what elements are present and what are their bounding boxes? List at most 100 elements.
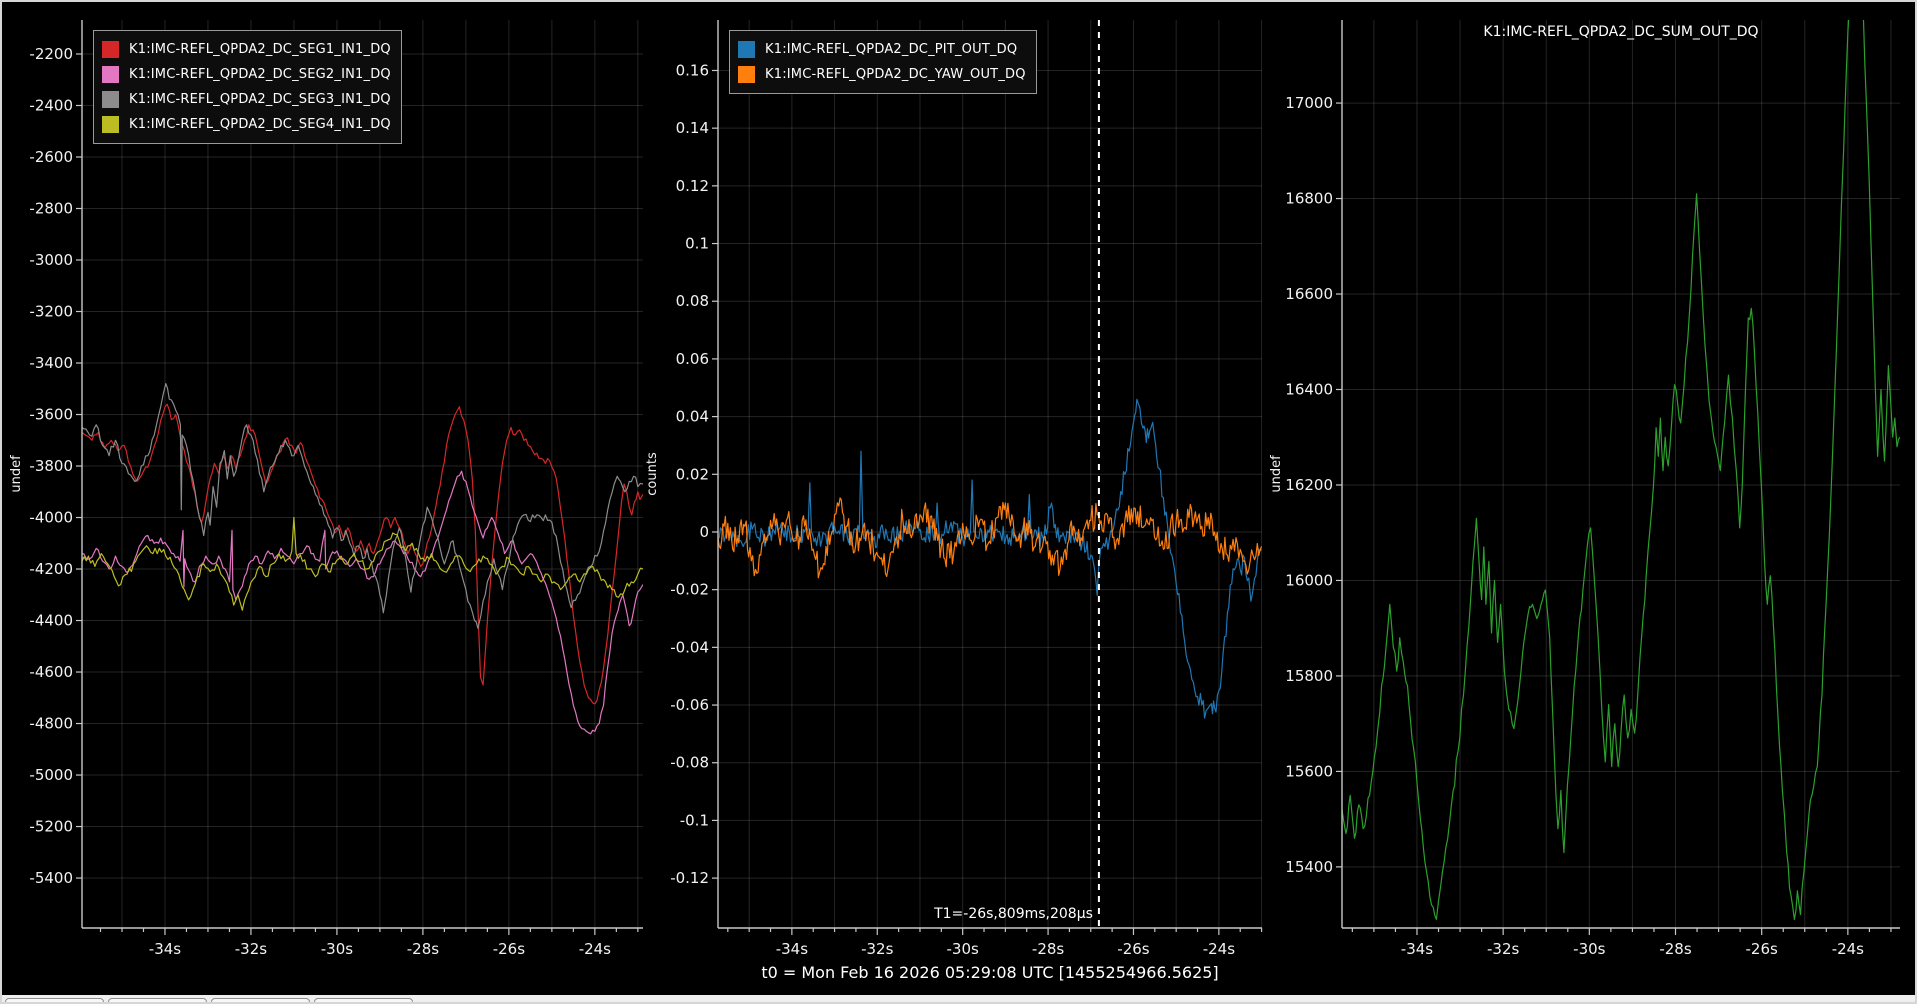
x-tick-label: -24s — [1832, 940, 1864, 958]
y-tick-label: 0.14 — [676, 119, 709, 137]
y-tick-label: -0.02 — [670, 581, 709, 599]
x-tick-label: -30s — [321, 940, 353, 958]
x-tick-label: -32s — [1487, 940, 1519, 958]
y-tick-label: 0.12 — [676, 177, 709, 195]
y-tick-label: -4400 — [29, 612, 73, 630]
y-tick-label: -3600 — [29, 406, 73, 424]
legend-color-swatch — [738, 41, 755, 58]
x-tick-label: -24s — [1203, 940, 1235, 958]
y-tick-label: -2200 — [29, 45, 73, 63]
y-tick-label: -3400 — [29, 354, 73, 372]
legend-color-swatch — [102, 66, 119, 83]
y-tick-label: -2600 — [29, 148, 73, 166]
trace-K1:IMC-REFL_QPDA2_DC_SEG3_IN1_DQ — [82, 383, 643, 629]
y-tick-label: -0.12 — [670, 869, 709, 887]
x-tick-label: -26s — [1746, 940, 1778, 958]
y-tick-label: -4800 — [29, 715, 73, 733]
y-tick-label: -2800 — [29, 200, 73, 218]
legend-channel-label: K1:IMC-REFL_QPDA2_DC_SEG1_IN1_DQ — [129, 42, 391, 57]
x-tick-label: -32s — [235, 940, 267, 958]
x-tick-label: -34s — [776, 940, 808, 958]
legend-item[interactable]: K1:IMC-REFL_QPDA2_DC_SEG1_IN1_DQ — [102, 37, 391, 62]
x-tick-label: -34s — [149, 940, 181, 958]
x-tick-label: -28s — [1032, 940, 1064, 958]
y-tick-label: 0.06 — [676, 350, 709, 368]
trace-K1:IMC-REFL_QPDA2_DC_SEG4_IN1_DQ — [82, 516, 643, 611]
legend-item[interactable]: K1:IMC-REFL_QPDA2_DC_YAW_OUT_DQ — [738, 62, 1026, 87]
y-tick-label: 0 — [699, 523, 709, 541]
x-tick-label: -28s — [1659, 940, 1691, 958]
x-tick-label: -24s — [579, 940, 611, 958]
y-tick-label: -0.1 — [680, 811, 709, 829]
legend-color-swatch — [738, 66, 755, 83]
y-tick-label: -4000 — [29, 509, 73, 527]
x-tick-label: -30s — [1573, 940, 1605, 958]
y-tick-label: 0.02 — [676, 465, 709, 483]
x-tick-label: -34s — [1401, 940, 1433, 958]
legend-item[interactable]: K1:IMC-REFL_QPDA2_DC_SEG4_IN1_DQ — [102, 112, 391, 137]
legend-color-swatch — [102, 91, 119, 108]
legend-item[interactable]: K1:IMC-REFL_QPDA2_DC_PIT_OUT_DQ — [738, 37, 1026, 62]
y-tick-label: -0.04 — [670, 638, 709, 656]
legend-item[interactable]: K1:IMC-REFL_QPDA2_DC_SEG2_IN1_DQ — [102, 62, 391, 87]
y-tick-label: -0.06 — [670, 696, 709, 714]
y-tick-label: 16600 — [1285, 285, 1333, 303]
legend-color-swatch — [102, 41, 119, 58]
y-tick-label: 0.08 — [676, 292, 709, 310]
y-tick-label: 16400 — [1285, 381, 1333, 399]
panel-title: K1:IMC-REFL_QPDA2_DC_SUM_OUT_DQ — [1483, 24, 1758, 40]
y-tick-label: 16800 — [1285, 190, 1333, 208]
y-tick-label: -2400 — [29, 96, 73, 114]
legend-channel-label: K1:IMC-REFL_QPDA2_DC_SEG4_IN1_DQ — [129, 117, 391, 132]
y-tick-label: -3200 — [29, 303, 73, 321]
y-tick-label: 0.04 — [676, 408, 709, 426]
trace-K1:IMC-REFL_QPDA2_DC_SEG2_IN1_DQ — [82, 470, 643, 735]
t1-cursor-label: T1=-26s,809ms,208μs — [933, 906, 1093, 922]
y-tick-label: 15800 — [1285, 667, 1333, 685]
y-tick-label: 15600 — [1285, 762, 1333, 780]
legend-item[interactable]: K1:IMC-REFL_QPDA2_DC_SEG3_IN1_DQ — [102, 87, 391, 112]
y-tick-label: -3000 — [29, 251, 73, 269]
y-tick-label: 16200 — [1285, 476, 1333, 494]
y-tick-label: 16000 — [1285, 571, 1333, 589]
x-tick-label: -30s — [947, 940, 979, 958]
channel-entry-box[interactable] — [211, 998, 310, 1004]
channel-entry-box[interactable] — [314, 998, 413, 1004]
y-tick-label: -3800 — [29, 457, 73, 475]
y-axis-label: counts — [645, 452, 660, 496]
legend-panel-1[interactable]: K1:IMC-REFL_QPDA2_DC_SEG1_IN1_DQ K1:IMC-R… — [93, 30, 402, 144]
y-axis-label: undef — [9, 455, 24, 493]
x-tick-label: -26s — [493, 940, 525, 958]
legend-channel-label: K1:IMC-REFL_QPDA2_DC_SEG3_IN1_DQ — [129, 92, 391, 107]
y-tick-label: -4200 — [29, 560, 73, 578]
y-axis-label: undef — [1269, 455, 1284, 493]
y-tick-label: -5000 — [29, 766, 73, 784]
channel-entry-bar[interactable] — [0, 995, 1917, 1004]
t0-timestamp-label: t0 = Mon Feb 16 2026 05:29:08 UTC [14552… — [761, 963, 1219, 982]
y-tick-label: 0.1 — [685, 235, 709, 253]
trace-K1:IMC-REFL_QPDA2_DC_SUM_OUT_DQ — [1342, 20, 1900, 920]
legend-panel-2[interactable]: K1:IMC-REFL_QPDA2_DC_PIT_OUT_DQ K1:IMC-RE… — [729, 30, 1037, 94]
channel-entry-box[interactable] — [5, 998, 104, 1004]
legend-color-swatch — [102, 116, 119, 133]
y-tick-label: 17000 — [1285, 94, 1333, 112]
channel-entry-box[interactable] — [108, 998, 207, 1004]
y-tick-label: -4600 — [29, 663, 73, 681]
trace-K1:IMC-REFL_QPDA2_DC_SEG1_IN1_DQ — [82, 403, 643, 705]
legend-channel-label: K1:IMC-REFL_QPDA2_DC_SEG2_IN1_DQ — [129, 67, 391, 82]
legend-channel-label: K1:IMC-REFL_QPDA2_DC_YAW_OUT_DQ — [765, 67, 1026, 82]
x-tick-label: -28s — [407, 940, 439, 958]
x-tick-label: -32s — [861, 940, 893, 958]
x-tick-label: -26s — [1117, 940, 1149, 958]
y-tick-label: -5400 — [29, 869, 73, 887]
legend-channel-label: K1:IMC-REFL_QPDA2_DC_PIT_OUT_DQ — [765, 42, 1018, 57]
y-tick-label: -5200 — [29, 818, 73, 836]
trace-K1:IMC-REFL_QPDA2_DC_YAW_OUT_DQ — [718, 497, 1262, 579]
y-tick-label: 15400 — [1285, 858, 1333, 876]
y-tick-label: -0.08 — [670, 754, 709, 772]
y-tick-label: 0.16 — [676, 61, 709, 79]
